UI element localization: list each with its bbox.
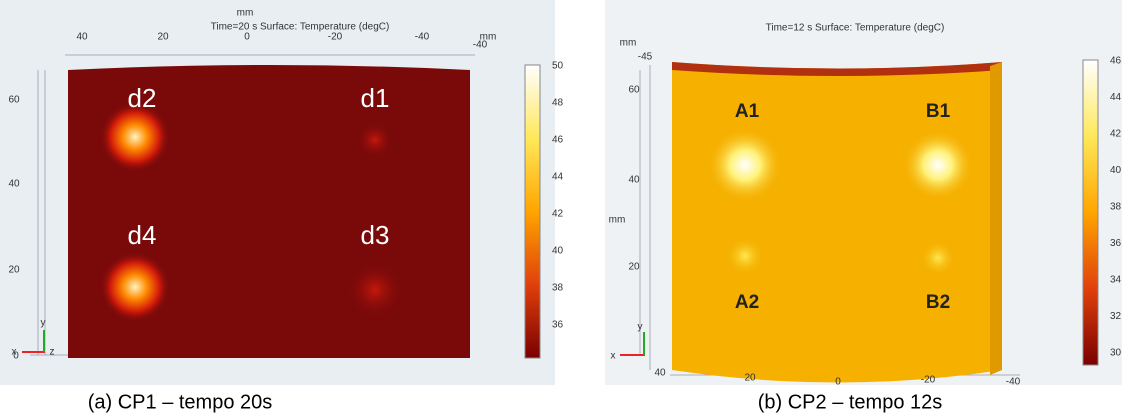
colorbar-tick-label: 42 bbox=[552, 209, 564, 220]
bottom-tick-label: 0 bbox=[835, 377, 841, 388]
colorbar-tick-label: 30 bbox=[1110, 348, 1122, 359]
top-tick-label: 20 bbox=[157, 32, 169, 43]
figure: Time=20 s Surface: Temperature (degC) mm m… bbox=[0, 0, 1122, 417]
colorbar-tick-label: 48 bbox=[552, 98, 564, 109]
colorbar-tick-label: 36 bbox=[1110, 238, 1122, 249]
spot-label: A2 bbox=[735, 292, 759, 313]
colorbar-tick-label: 40 bbox=[1110, 165, 1122, 176]
unit-label: mm bbox=[237, 8, 254, 19]
hotspot bbox=[100, 252, 170, 322]
colorbar-tick-label: 38 bbox=[552, 283, 564, 294]
colorbar-tick-label: 36 bbox=[552, 320, 564, 331]
colorbar bbox=[525, 65, 540, 358]
plate-b bbox=[672, 62, 1002, 383]
bottom-tick-label: -20 bbox=[921, 375, 936, 386]
spot-label: d3 bbox=[361, 220, 390, 250]
colorbar-tick-label: 44 bbox=[1110, 92, 1122, 103]
colorbar-tick-label: 46 bbox=[552, 135, 564, 146]
spot-label: d1 bbox=[361, 83, 390, 113]
left-tick-label: 60 bbox=[628, 85, 640, 96]
left-tick-label: 60 bbox=[8, 95, 20, 106]
axis-label: x bbox=[611, 351, 616, 362]
left-tick-label: 40 bbox=[628, 175, 640, 186]
spot-label: A1 bbox=[735, 101, 760, 122]
hotspot bbox=[357, 122, 393, 158]
panel-title: Time=12 s Surface: Temperature (degC) bbox=[766, 23, 945, 34]
hotspot bbox=[902, 129, 974, 201]
top-tick-label: -20 bbox=[328, 32, 343, 43]
bottom-tick-label: -40 bbox=[1006, 377, 1021, 388]
colorbar-tick-label: 34 bbox=[1110, 275, 1122, 286]
hotspot bbox=[725, 236, 765, 276]
top-tick-label: -45 bbox=[638, 52, 653, 63]
axis-label: y bbox=[638, 322, 643, 333]
hotspot bbox=[707, 127, 783, 203]
page: {"panels":[ {"title":"Time=20 s Surface:… bbox=[0, 0, 1122, 417]
left-tick-label: 40 bbox=[8, 179, 20, 190]
plate-b-side bbox=[990, 62, 1002, 375]
top-tick-label: -40 bbox=[415, 32, 430, 43]
bottom-tick-label: 20 bbox=[744, 373, 756, 384]
spot-label: B2 bbox=[926, 292, 950, 313]
axis-label: y bbox=[41, 318, 46, 329]
bottom-tick-label: 40 bbox=[654, 368, 666, 379]
panel-title: Time=20 s Surface: Temperature (degC) bbox=[211, 22, 390, 33]
left-tick-label: 20 bbox=[8, 265, 20, 276]
hotspot bbox=[347, 262, 403, 318]
colorbar-tick-label: 42 bbox=[1110, 129, 1122, 140]
spot-label: d4 bbox=[128, 220, 157, 250]
hotspot bbox=[920, 240, 956, 276]
colorbar-tick-label: 40 bbox=[552, 246, 564, 257]
colorbar-tick-label: 46 bbox=[1110, 56, 1122, 67]
spot-label: d2 bbox=[128, 83, 157, 113]
colorbar bbox=[1083, 60, 1098, 365]
top-tick-label: 0 bbox=[244, 32, 250, 43]
top-tick-label: -40 bbox=[473, 40, 488, 51]
axis-label: z bbox=[50, 347, 55, 358]
top-tick-label: 40 bbox=[76, 32, 88, 43]
unit-label: mm bbox=[620, 38, 637, 49]
spot-label: B1 bbox=[926, 101, 951, 122]
caption: (b) CP2 – tempo 12s bbox=[758, 391, 943, 413]
colorbar-tick-label: 38 bbox=[1110, 202, 1122, 213]
colorbar-tick-label: 32 bbox=[1110, 311, 1122, 322]
unit-label: mm bbox=[609, 215, 626, 226]
caption: (a) CP1 – tempo 20s bbox=[88, 391, 273, 413]
axis-label: x bbox=[12, 347, 17, 358]
left-tick-label: 20 bbox=[628, 262, 640, 273]
colorbar-tick-label: 50 bbox=[552, 61, 564, 72]
colorbar-tick-label: 44 bbox=[552, 172, 564, 183]
